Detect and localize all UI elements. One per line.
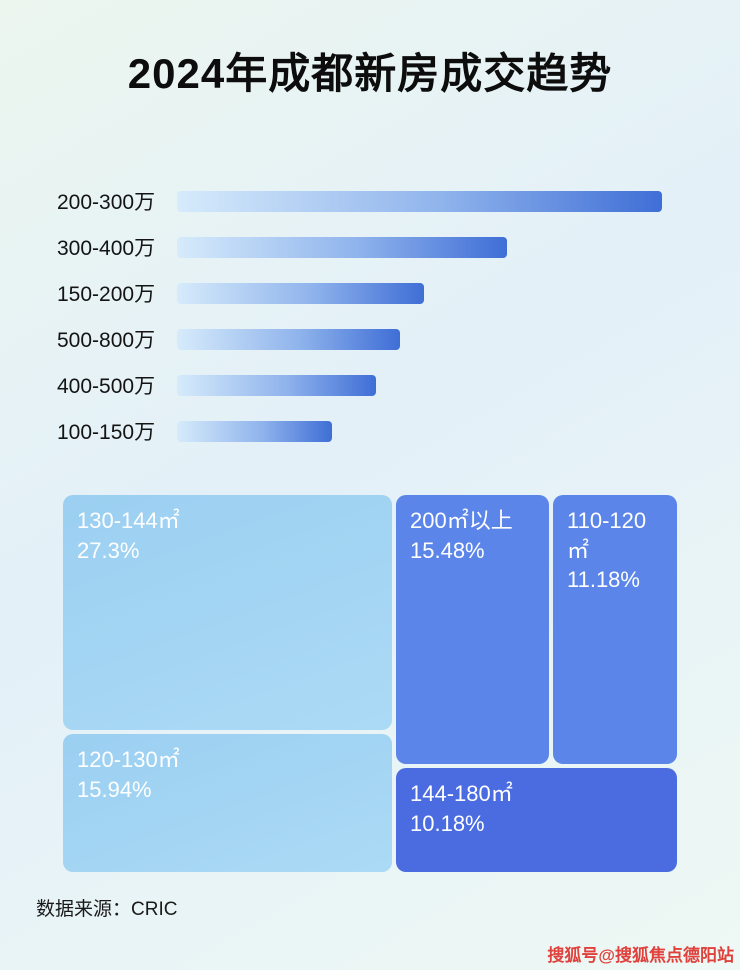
- bar: [177, 236, 507, 258]
- bar: [177, 282, 424, 304]
- price-range-bar-chart: 200-300万 300-400万 150-200万 500-800万 400-500万…: [57, 178, 697, 454]
- treemap-cell-label: 130-144㎡: [77, 508, 180, 533]
- treemap-cell-value: 11.18%: [567, 567, 640, 593]
- bar-category-label: 100-150万: [57, 421, 156, 444]
- treemap-cell-130-144: 130-144㎡ 27.3%: [63, 495, 392, 730]
- area-share-treemap: 130-144㎡ 27.3% 120-130㎡ 15.94% 200㎡以上 15…: [63, 495, 677, 872]
- bar: [177, 374, 376, 396]
- bar: [177, 190, 662, 212]
- treemap-cell-value: 15.48%: [410, 537, 485, 563]
- bar-category-label: 400-500万: [57, 375, 156, 398]
- treemap-cell-value: 10.18%: [410, 810, 485, 836]
- treemap-cell-label: 144-180㎡: [410, 781, 513, 806]
- bar-row: 100-150万: [57, 408, 697, 454]
- page-title: 2024年成都新房成交趋势: [127, 50, 613, 97]
- watermark: 搜狐号@搜狐焦点德阳站: [547, 946, 734, 965]
- bar-row: 200-300万: [57, 178, 697, 224]
- treemap-cell-200-plus: 200㎡以上 15.48%: [396, 495, 549, 764]
- bar-row: 150-200万: [57, 270, 697, 316]
- bar-category-label: 500-800万: [57, 329, 156, 352]
- data-source-note: 数据来源：CRIC: [36, 899, 178, 920]
- bar-category-label: 300-400万: [57, 237, 156, 260]
- bar-row: 400-500万: [57, 362, 697, 408]
- treemap-cell-value: 27.3%: [77, 537, 140, 563]
- treemap-cell-label: 200㎡以上: [410, 508, 513, 533]
- bar-row: 300-400万: [57, 224, 697, 270]
- treemap-cell-label: 120-130㎡: [77, 747, 180, 772]
- treemap-cell-110-120: 110-120㎡ 11.18%: [553, 495, 677, 764]
- treemap-cell-value: 15.94%: [77, 776, 152, 802]
- bar-category-label: 150-200万: [57, 283, 156, 306]
- treemap-cell-144-180: 144-180㎡ 10.18%: [396, 768, 677, 872]
- bar: [177, 328, 400, 350]
- treemap-cell-120-130: 120-130㎡ 15.94%: [63, 734, 392, 872]
- bar-row: 500-800万: [57, 316, 697, 362]
- treemap-cell-label: 110-120㎡: [567, 508, 647, 563]
- bar-category-label: 200-300万: [57, 191, 156, 214]
- bar: [177, 420, 332, 442]
